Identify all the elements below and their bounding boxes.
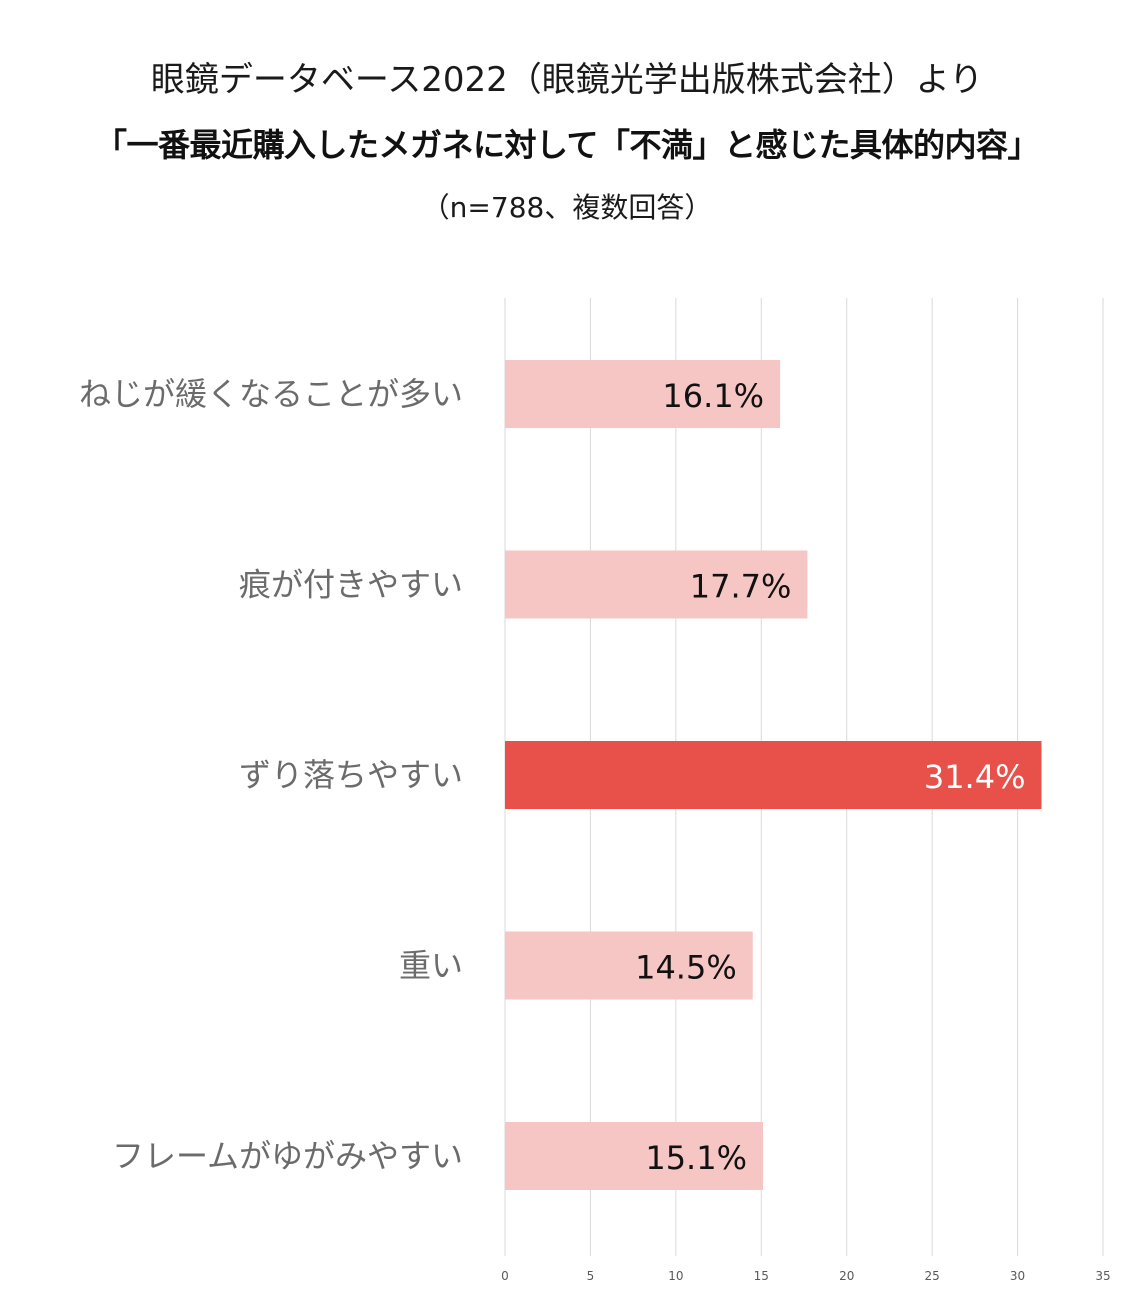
category-label: 重い — [399, 947, 463, 985]
x-tick-label: 5 — [587, 1269, 595, 1283]
bar — [505, 931, 753, 1000]
bar — [505, 741, 1042, 809]
x-tick-label: 25 — [925, 1269, 940, 1283]
bar — [505, 360, 781, 428]
bar — [505, 550, 808, 619]
value-label: 15.1% — [645, 1139, 747, 1177]
category-label: フレームがゆがみやすい — [112, 1137, 463, 1175]
x-tick-label: 35 — [1095, 1269, 1110, 1283]
category-label: ねじが緩くなることが多い — [79, 375, 463, 413]
x-tick-label: 15 — [754, 1269, 769, 1283]
chart-note: （n=788、複数回答） — [421, 191, 713, 224]
bars — [505, 360, 1042, 1190]
x-tick-label: 20 — [839, 1269, 854, 1283]
value-label: 17.7% — [690, 568, 792, 606]
x-axis-ticks: 0 5 10 15 20 25 30 35 — [501, 1269, 1110, 1283]
labels: ねじが緩くなることが多い 16.1% 痕が付きやすい 17.7% ずり落ちやすい 31.4… — [79, 375, 1026, 1177]
value-label: 16.1% — [662, 377, 764, 415]
value-label: 14.5% — [635, 949, 737, 987]
category-label: 痕が付きやすい — [239, 566, 463, 604]
value-label: 31.4% — [924, 758, 1026, 796]
x-tick-label: 10 — [668, 1269, 683, 1283]
chart-title: 眼鏡データベース2022（眼鏡光学出版株式会社）より — [150, 60, 984, 100]
x-tick-label: 30 — [1010, 1269, 1025, 1283]
bar — [505, 1122, 763, 1190]
chart-subtitle: 「一番最近購入したメガネに対して「不満」と感じた具体的内容」 — [94, 126, 1040, 164]
category-label: ずり落ちやすい — [239, 756, 463, 794]
x-tick-label: 0 — [501, 1269, 509, 1283]
